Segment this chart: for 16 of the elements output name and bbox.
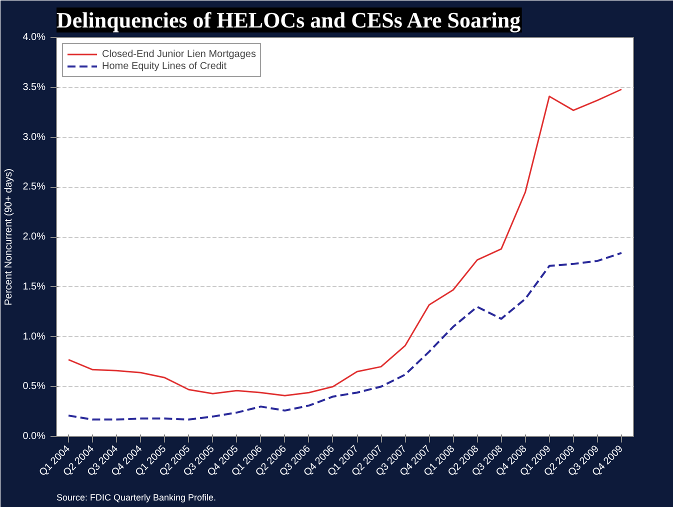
y-tick-label: 3.0% (22, 132, 46, 143)
line-series (68, 88, 622, 396)
source-note: Source: FDIC Quarterly Banking Profile. (56, 492, 216, 502)
legend-label: Home Equity Lines of Credit (102, 60, 227, 72)
chart-title: Delinquencies of HELOCs and CESs Are Soaring (56, 8, 521, 32)
y-tick-label: 1.5% (22, 281, 46, 292)
line-series (68, 252, 622, 421)
y-tick-label: 4.0% (22, 32, 46, 43)
y-tick-label: 1.0% (22, 331, 46, 342)
y-tick-label: 0.5% (22, 381, 46, 392)
y-tick-label: 3.5% (22, 82, 46, 93)
y-axis-title: Percent Noncurrent (90+ days) (4, 168, 15, 306)
legend-label: Closed-End Junior Lien Mortgages (102, 48, 256, 60)
y-tick-label: 2.5% (22, 182, 46, 193)
y-tick-label: 2.0% (22, 232, 46, 242)
y-tick-label: 0.0% (22, 431, 46, 442)
